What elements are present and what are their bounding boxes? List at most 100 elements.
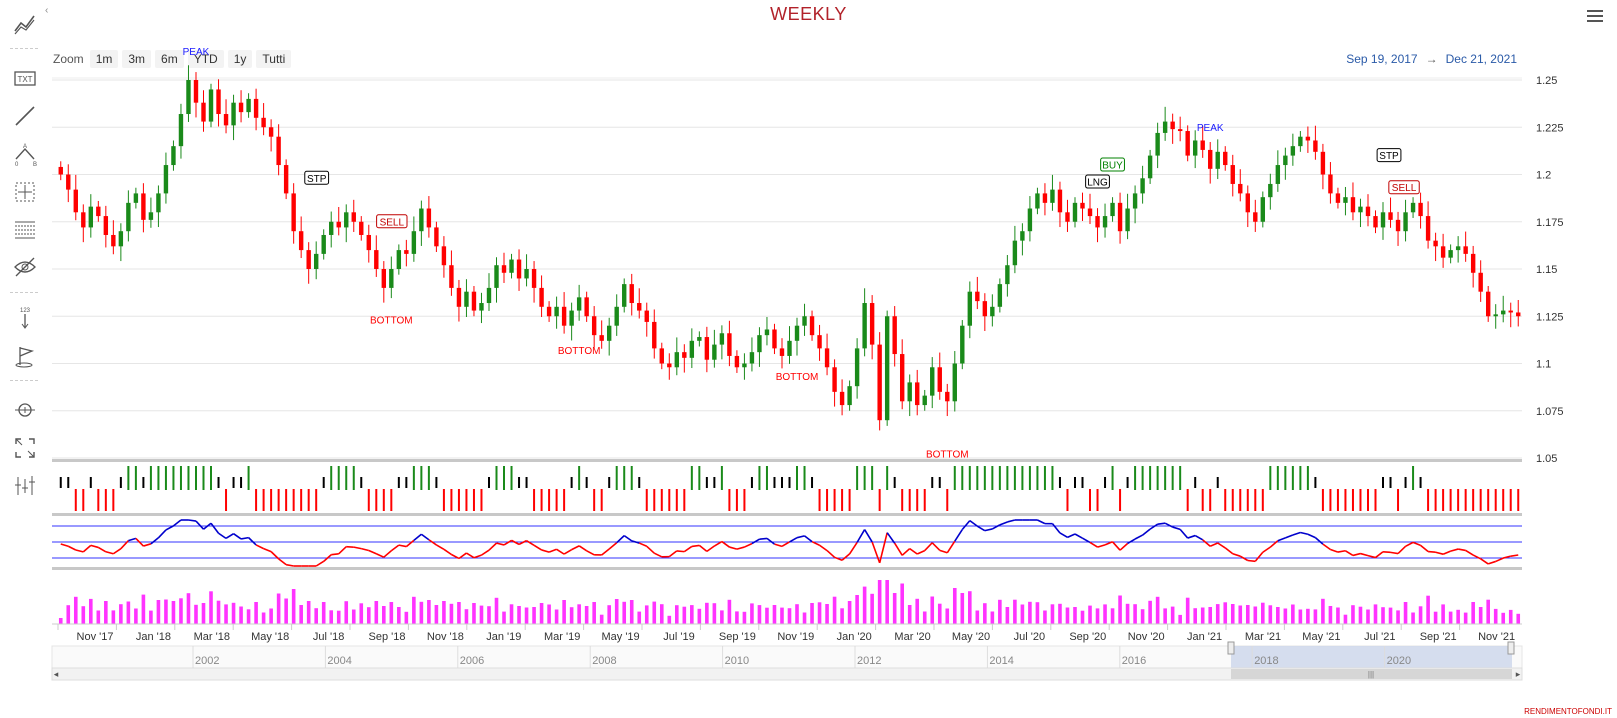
volume-bar: [164, 599, 168, 624]
volume-bar: [344, 601, 349, 624]
chart-title: WEEKLY: [770, 4, 847, 24]
oscillator-line-segment: [1397, 545, 1407, 555]
zoom-ytd-button[interactable]: YTD: [187, 50, 224, 68]
oscillator-line-segment: [713, 540, 723, 547]
candle-body: [847, 386, 852, 406]
zoom-6m-button[interactable]: 6m: [155, 50, 184, 68]
candle-body: [1403, 212, 1408, 232]
text-icon[interactable]: TXT: [9, 63, 41, 95]
candle-body: [291, 193, 296, 232]
oscillator-line-segment: [954, 529, 963, 542]
volume-bar: [720, 610, 724, 624]
volume-bar: [659, 604, 664, 624]
volume-bar: [810, 603, 814, 624]
candle-body: [1080, 202, 1085, 209]
menu-icon[interactable]: [1587, 10, 1603, 26]
candle-body: [374, 250, 379, 269]
candle-body: [81, 212, 86, 228]
zoom-1m-button[interactable]: 1m: [89, 50, 119, 68]
oscillator-line-segment: [503, 539, 512, 546]
volume-bar: [614, 599, 619, 624]
flag-icon[interactable]: [9, 340, 41, 372]
oscillator-line-segment: [1254, 551, 1264, 562]
volume-bar: [637, 611, 642, 624]
volume-bar: [239, 606, 243, 624]
oscillator-line-segment: [1127, 538, 1136, 545]
oscillator-line-segment: [533, 544, 542, 551]
oscillator-line-segment: [1007, 519, 1016, 523]
candle-body: [982, 301, 988, 317]
y-tick-label: 1.05: [1536, 453, 1557, 465]
date-range[interactable]: Sep 19, 2017 → Dec 21, 2021: [1346, 52, 1517, 66]
volume-bar: [126, 601, 131, 624]
candle-body: [809, 316, 815, 336]
volume-bar: [1208, 607, 1213, 624]
oscillator-line-segment: [698, 544, 708, 552]
vertical-counter-icon[interactable]: 123: [9, 302, 41, 334]
oscillator-line-segment: [1382, 550, 1391, 554]
oscillator-line-segment: [255, 544, 264, 550]
candle-body: [1223, 151, 1228, 166]
volume-bar: [539, 603, 544, 624]
x-tick-label: Nov '21: [1478, 631, 1515, 643]
volume-bar: [1215, 604, 1220, 624]
volume-bar: [246, 609, 251, 624]
zoom-3m-button[interactable]: 3m: [122, 50, 152, 68]
candle-body: [727, 333, 732, 356]
candle-body: [1283, 155, 1288, 166]
candle-body: [539, 287, 544, 307]
zoom-1y-button[interactable]: 1y: [227, 50, 253, 68]
candle-body: [1095, 216, 1100, 228]
oscillator-line-segment: [863, 529, 873, 543]
candle-body: [1005, 265, 1010, 285]
crosshair-icon[interactable]: [9, 176, 41, 208]
oscillator-line-segment: [361, 547, 369, 552]
volume-bar: [1230, 604, 1235, 624]
candle-body: [1072, 202, 1078, 222]
line-icon[interactable]: [9, 100, 41, 132]
hide-icon[interactable]: [9, 251, 41, 283]
volume-bar: [1411, 612, 1415, 624]
volume-bar: [1185, 597, 1190, 624]
volume-bar: [1336, 607, 1340, 624]
oscillator-line-segment: [623, 534, 633, 542]
range-from[interactable]: Sep 19, 2017: [1346, 52, 1418, 66]
oscillator-line-segment: [60, 543, 69, 548]
oscillator-line-segment: [225, 533, 234, 540]
oscillator-line-segment: [466, 552, 475, 559]
oscillator-line-segment: [1345, 550, 1354, 557]
oscillator-line-segment: [991, 524, 1001, 530]
candle-body: [1275, 165, 1281, 184]
volume-bar: [284, 598, 288, 624]
indicators-icon[interactable]: [9, 470, 41, 502]
volume-bar: [1080, 610, 1085, 624]
oscillator-line-segment: [1262, 546, 1271, 553]
measure-icon[interactable]: A 0 B: [9, 138, 41, 170]
fibonacci-icon[interactable]: [9, 213, 41, 245]
oscillator-line-segment: [338, 546, 347, 555]
candle-body: [930, 367, 935, 396]
volume-bar: [269, 608, 273, 624]
candle-body: [990, 306, 995, 317]
trend-line-icon[interactable]: [9, 8, 41, 40]
volume-bar: [404, 611, 409, 624]
navigator-tick-label: 2004: [327, 655, 351, 667]
volume-bar: [1238, 605, 1243, 624]
candle-body: [1177, 129, 1183, 132]
volume-bar: [1328, 606, 1333, 624]
zoom-icon[interactable]: [9, 394, 41, 426]
candle-body: [1328, 174, 1333, 194]
x-tick-label: Sep '19: [719, 631, 756, 643]
candle-body: [126, 202, 131, 232]
zoom-all-button[interactable]: Tutti: [256, 50, 292, 68]
candle-body: [584, 297, 589, 317]
x-tick-label: Sep '20: [1069, 631, 1106, 643]
candle-body: [1185, 131, 1190, 156]
volume-bar: [1020, 604, 1025, 624]
candle-body: [742, 363, 747, 368]
candle-body: [231, 102, 236, 126]
fullscreen-icon[interactable]: [9, 432, 41, 464]
collapse-toolbar-icon[interactable]: ‹: [45, 5, 49, 16]
range-to[interactable]: Dec 21, 2021: [1445, 52, 1517, 66]
candle-body: [899, 354, 905, 402]
